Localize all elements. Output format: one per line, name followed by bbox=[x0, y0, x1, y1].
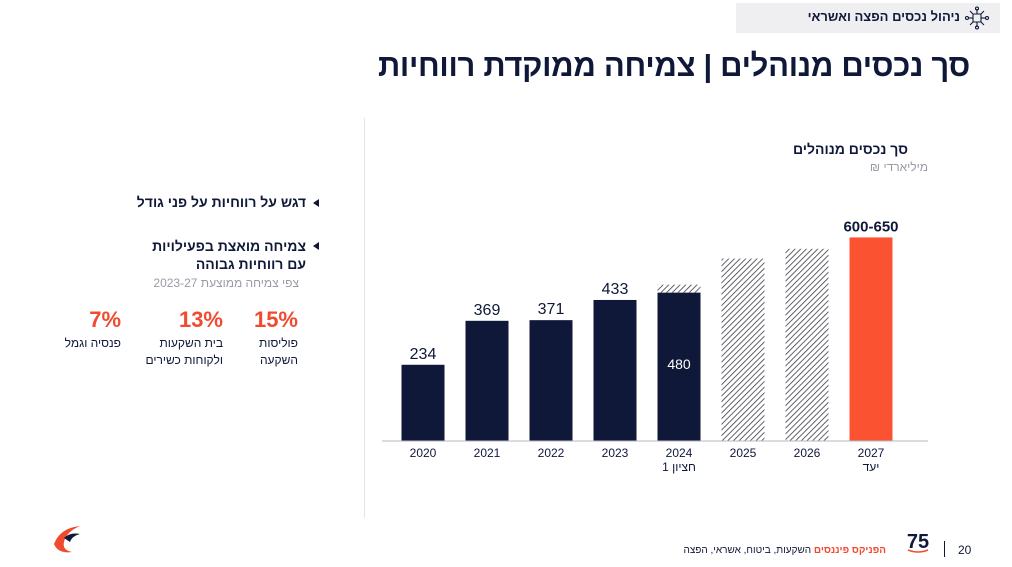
x-tick-2025: 2025 bbox=[730, 446, 757, 460]
bar-2025 bbox=[721, 258, 765, 441]
anniversary-badge-icon: 75 bbox=[907, 531, 929, 553]
bar-2021 bbox=[465, 320, 509, 441]
stat-value: 7% bbox=[89, 307, 121, 332]
stat-investment-house: 13% בית השקעות ולקוחות כשירים bbox=[145, 307, 223, 369]
value-label-2023: 433 bbox=[602, 281, 629, 298]
bullet-arrow-icon bbox=[313, 242, 319, 250]
footer-tagline: השקעות, ביטוח, אשראי, הפצה bbox=[683, 545, 814, 556]
stat-label-line1: פנסיה וגמל bbox=[64, 336, 121, 350]
footer-brand: הפניקס פיננסים bbox=[813, 545, 886, 556]
x-tick-2022: 2022 bbox=[538, 446, 565, 460]
stat-label-line1: פוליסות bbox=[259, 336, 298, 350]
chart-unit-label: מיליארדי ₪ bbox=[869, 160, 928, 174]
x-tick-2023: 2023 bbox=[602, 446, 629, 460]
stat-policies: 15% פוליסות השקעה bbox=[254, 307, 298, 369]
bar-2027 bbox=[849, 237, 893, 441]
growth-subtitle: צפי צמיחה ממוצעת 2023-27 bbox=[153, 276, 299, 290]
stat-value: 13% bbox=[178, 307, 223, 332]
bullet-growth: צמיחה מואצת בפעילויות עם רווחיות גבוהה bbox=[152, 237, 319, 273]
value-label-2021: 369 bbox=[474, 302, 501, 319]
bar-2024-hatch bbox=[657, 284, 701, 293]
bar-2024 bbox=[657, 292, 701, 441]
value-label-2020: 234 bbox=[410, 346, 437, 363]
bar-2026 bbox=[785, 248, 829, 441]
footer-text: הפניקס פיננסים השקעות, ביטוח, אשראי, הפצ… bbox=[684, 545, 887, 556]
stat-pension: 7% פנסיה וגמל bbox=[65, 307, 121, 352]
network-icon bbox=[964, 6, 990, 30]
bar-2023 bbox=[593, 299, 637, 441]
stat-label-line2: השקעה bbox=[259, 353, 298, 367]
chart-title: סך נכסים מנוהלים bbox=[793, 141, 908, 157]
bullet-text: דגש על רווחיות על פני גודל bbox=[136, 194, 306, 210]
badge-number: 75 bbox=[907, 531, 929, 553]
bullet-text-line1: צמיחה מואצת בפעילויות bbox=[152, 238, 306, 254]
header-bar bbox=[736, 3, 1000, 33]
bullet-arrow-icon bbox=[313, 199, 319, 207]
bullet-profitability: דגש על רווחיות על פני גודל bbox=[136, 194, 319, 210]
bullet-text-line2: עם רווחיות גבוהה bbox=[195, 256, 306, 272]
bar-chart: 234 2020 369 2021 371 2022 433 2023 480 2024חציון… bbox=[382, 218, 928, 474]
header-title: ניהול נכסים הפצה ואשראי bbox=[807, 9, 960, 24]
stat-value: 15% bbox=[253, 307, 298, 332]
x-tick-2021: 2021 bbox=[474, 446, 501, 460]
page-number: 20 bbox=[958, 543, 972, 557]
x-tick-2024: 2024 bbox=[666, 446, 693, 460]
stat-label-line2: ולקוחות כשירים bbox=[145, 353, 223, 367]
bar-2022 bbox=[529, 320, 573, 441]
phoenix-logo-icon bbox=[54, 526, 80, 553]
footer-separator bbox=[944, 541, 945, 557]
x-tick-2020: 2020 bbox=[410, 446, 437, 460]
bar-2020 bbox=[401, 364, 445, 441]
vertical-divider bbox=[364, 118, 365, 518]
value-label-2027: 600-650 bbox=[843, 218, 898, 235]
x-subtick-2027: יעד bbox=[863, 460, 880, 474]
x-tick-2026: 2026 bbox=[794, 446, 821, 460]
value-label-2022: 371 bbox=[538, 301, 565, 318]
page-title: סך נכסים מנוהלים | צמיחה ממוקדת רווחיות bbox=[377, 48, 970, 83]
value-label-2024: 480 bbox=[667, 356, 691, 372]
x-subtick-2024: חציון 1 bbox=[662, 460, 696, 474]
stat-label-line1: בית השקעות bbox=[159, 336, 223, 350]
x-tick-2027: 2027 bbox=[858, 446, 885, 460]
